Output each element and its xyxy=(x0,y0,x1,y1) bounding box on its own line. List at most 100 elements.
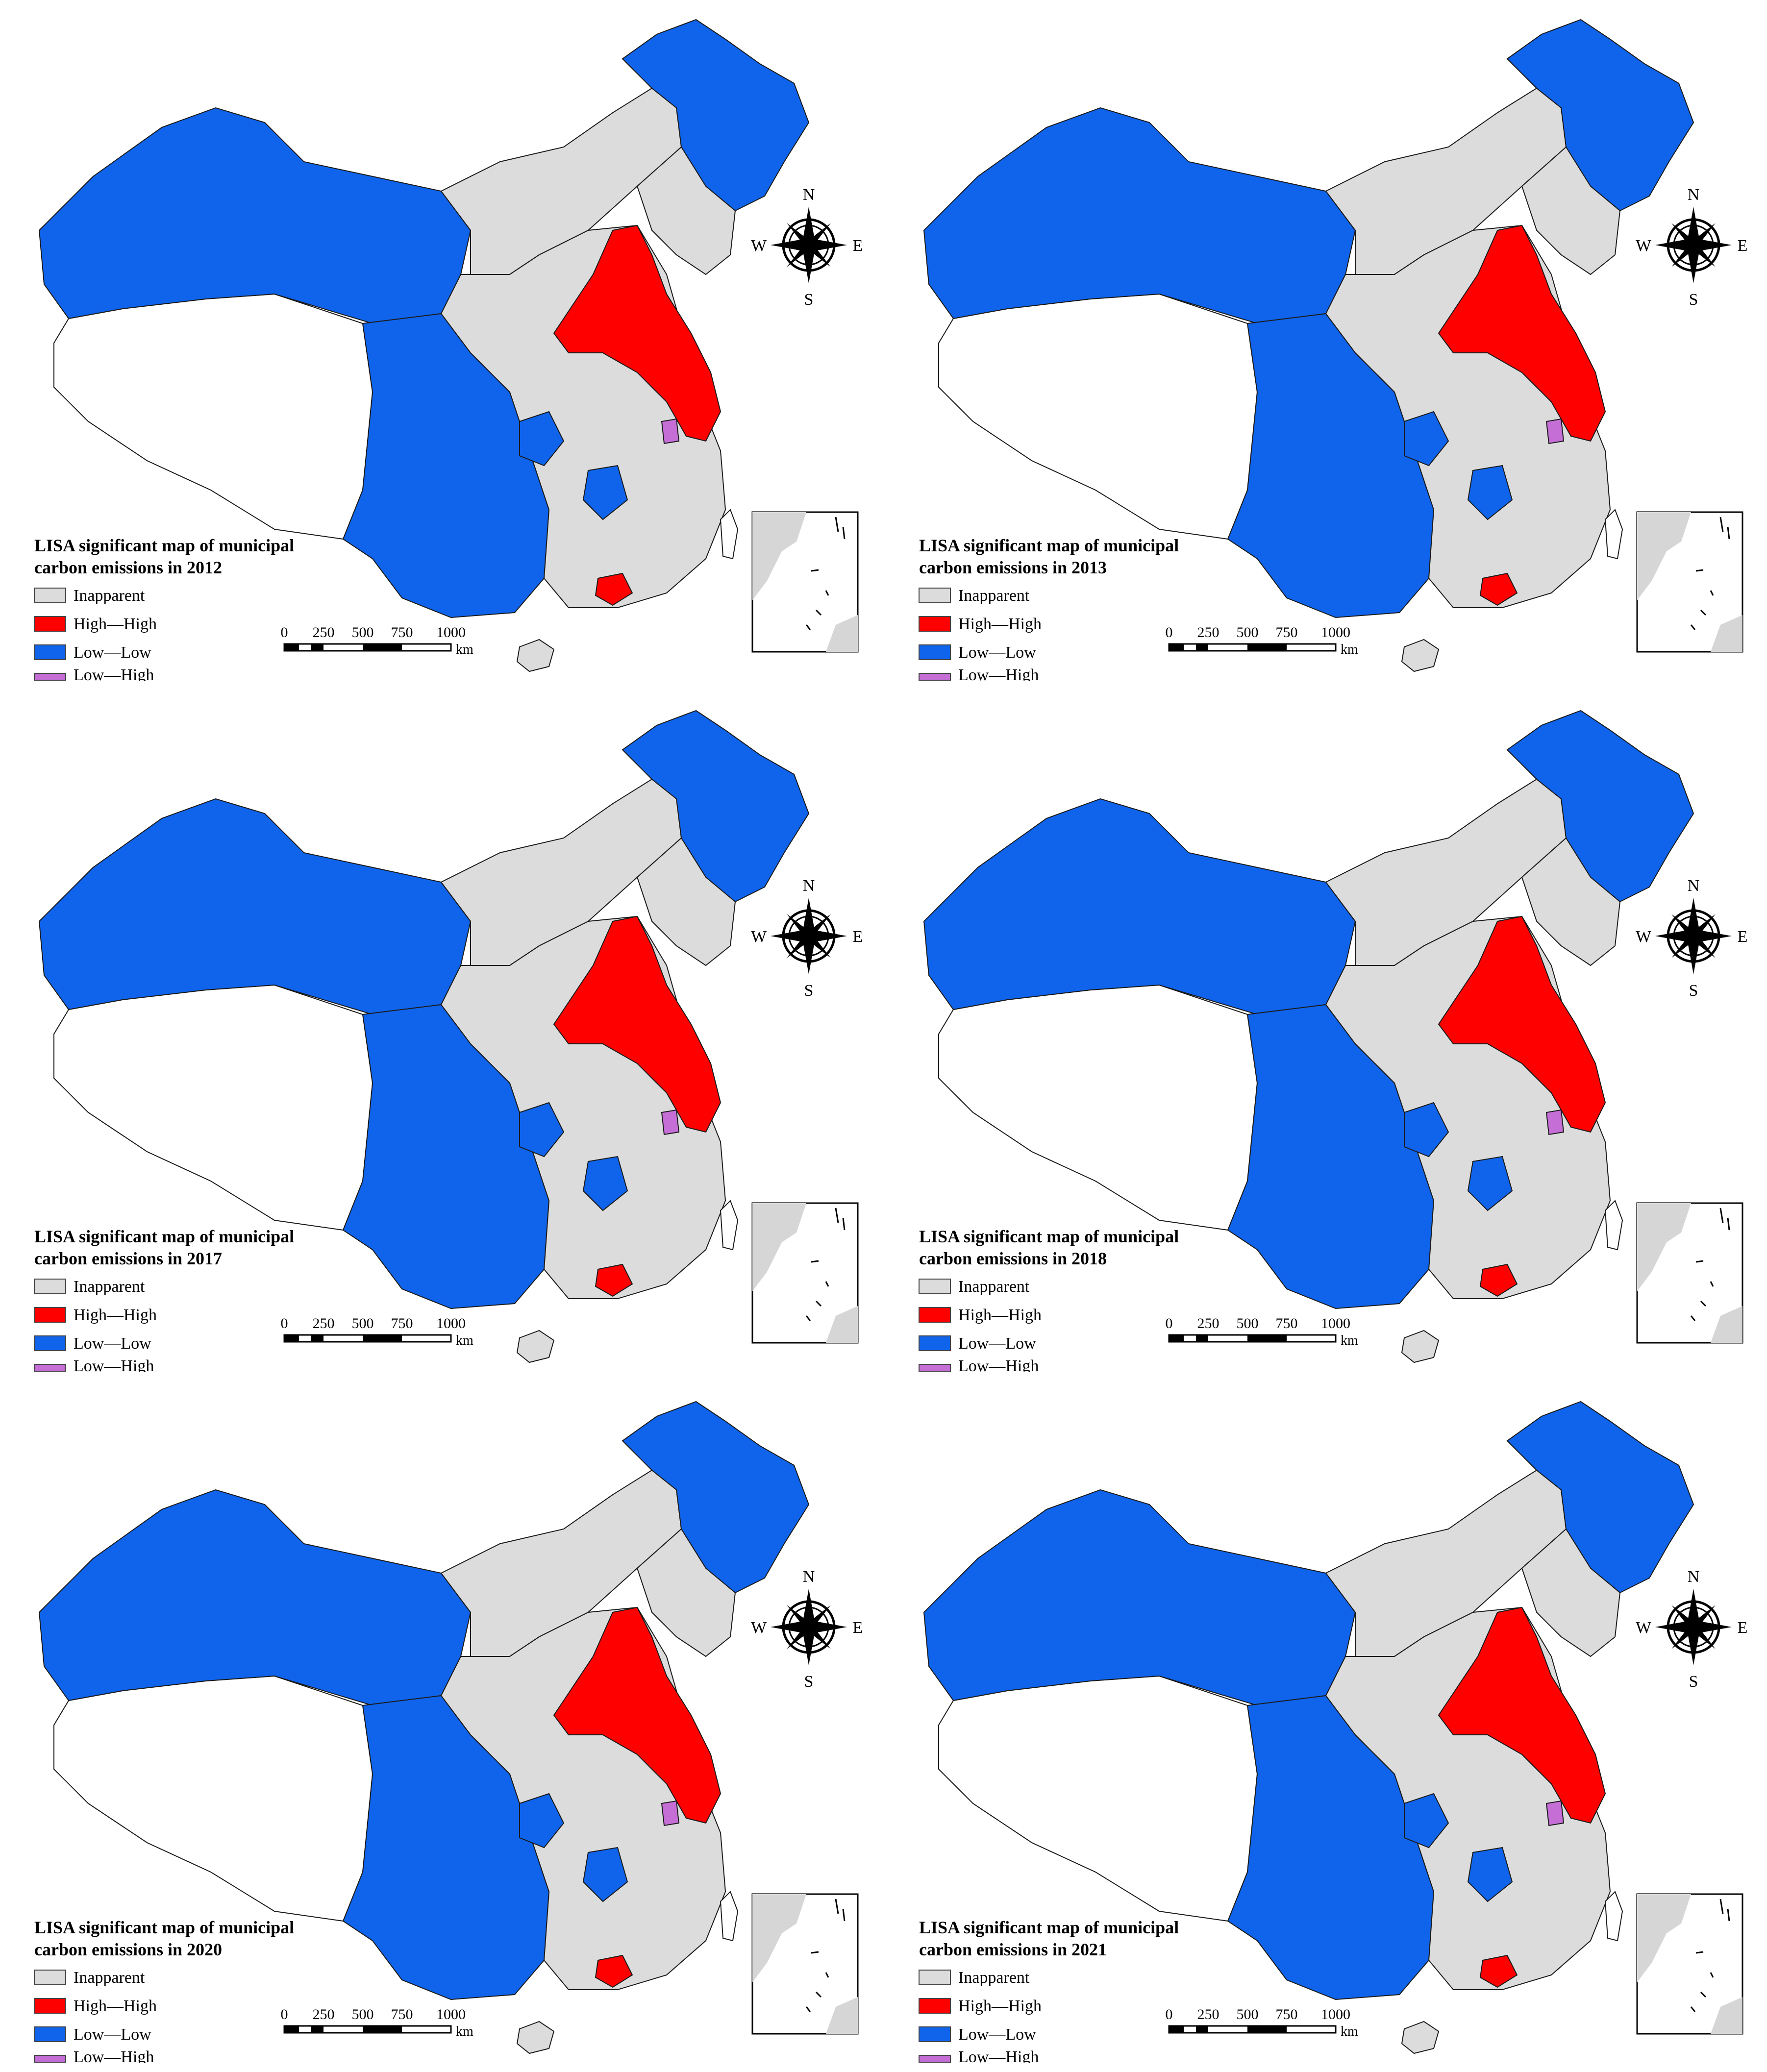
region-taiwan xyxy=(720,1891,739,1942)
region-taiwan xyxy=(720,1200,739,1251)
legend-label-inapparent: Inapparent xyxy=(958,1278,1030,1296)
legend-swatch-low-low xyxy=(919,1335,951,1351)
map-title: LISA significant map of municipal carbon… xyxy=(919,1918,1179,1959)
legend-swatch-low-high xyxy=(919,2055,951,2063)
title-line-1: LISA significant map of municipal xyxy=(919,536,1179,555)
legend-swatch-low-high xyxy=(34,673,66,681)
map-title: LISA significant map of municipal carbon… xyxy=(34,536,294,577)
compass-s: S xyxy=(1689,291,1698,309)
title-line-1: LISA significant map of municipal xyxy=(34,1918,294,1937)
legend-swatch-inapparent xyxy=(34,588,66,603)
compass-n: N xyxy=(803,877,815,895)
legend-label-inapparent: Inapparent xyxy=(74,587,145,605)
scale-tick-0: 0 xyxy=(281,1315,288,1332)
legend-label-inapparent: Inapparent xyxy=(958,587,1030,605)
region-northwest xyxy=(923,107,1356,324)
region-northeast xyxy=(1506,19,1694,212)
compass-s: S xyxy=(804,982,814,1000)
scale-unit: km xyxy=(456,1333,473,1348)
scale-tick-1000: 1000 xyxy=(436,1315,466,1332)
region-pearl-river xyxy=(595,1954,633,1988)
legend-swatch-high-high xyxy=(34,616,66,632)
legend-label-inapparent: Inapparent xyxy=(74,1969,145,1987)
scale-unit: km xyxy=(1341,642,1358,657)
title-line-1: LISA significant map of municipal xyxy=(34,536,294,555)
legend-swatch-low-low xyxy=(34,2026,66,2042)
region-liaoning xyxy=(636,837,736,966)
region-hainan xyxy=(516,639,555,672)
legend-label-high-high: High—High xyxy=(74,1306,157,1324)
legend-swatch-inapparent xyxy=(919,1279,951,1294)
region-low-high xyxy=(1545,1109,1565,1135)
scale-unit: km xyxy=(456,2024,473,2039)
region-tibet xyxy=(53,293,373,540)
scale-unit: km xyxy=(456,642,473,657)
compass-s: S xyxy=(804,1673,814,1691)
compass-w: W xyxy=(751,237,767,255)
legend-label-high-high: High—High xyxy=(958,615,1042,633)
scale-tick-0: 0 xyxy=(1166,624,1173,641)
region-northwest xyxy=(38,1489,472,1706)
compass-w: W xyxy=(751,928,767,946)
china-map xyxy=(38,710,810,1363)
legend-swatch-inapparent xyxy=(34,1279,66,1294)
scale-tick-750: 750 xyxy=(391,2006,413,2023)
scale-bar-icon: 0 250 500 750 1000 km xyxy=(281,2006,474,2039)
legend-swatch-high-high xyxy=(34,1307,66,1323)
region-central-lowlow-b xyxy=(582,1156,628,1211)
compass-n: N xyxy=(1688,186,1700,204)
south-china-sea-inset-icon xyxy=(1636,511,1743,653)
compass-w: W xyxy=(751,1619,767,1637)
scale-bar-icon: 0 250 500 750 1000 km xyxy=(1166,2006,1359,2039)
map-panel-2017: N S E W LISA significant map of municipa… xyxy=(0,691,872,1375)
scale-tick-500: 500 xyxy=(352,624,374,641)
map-panel-2013: N S E W LISA significant map of municipa… xyxy=(885,0,1757,684)
compass-w: W xyxy=(1636,1619,1652,1637)
region-taiwan xyxy=(1604,1891,1623,1942)
region-taiwan xyxy=(720,509,739,560)
region-northeast xyxy=(622,1401,810,1594)
region-central-lowlow-a xyxy=(519,411,565,467)
region-liaoning xyxy=(636,146,736,275)
region-pearl-river xyxy=(1479,1954,1518,1988)
scale-tick-1000: 1000 xyxy=(1321,624,1350,641)
scale-tick-250: 250 xyxy=(313,1315,335,1332)
legend-label-high-high: High—High xyxy=(958,1997,1042,2015)
south-china-sea-inset-icon xyxy=(751,1893,859,2035)
region-pearl-river xyxy=(1479,572,1518,606)
region-north-china-plain xyxy=(1438,915,1606,1133)
compass-rose-icon: N S E W xyxy=(1636,186,1747,309)
legend-label-low-high: Low—High xyxy=(958,1357,1039,1372)
region-hainan xyxy=(516,2021,555,2054)
region-tibet xyxy=(938,1675,1258,1922)
title-line-1: LISA significant map of municipal xyxy=(34,1227,294,1246)
region-northwest xyxy=(923,1489,1356,1706)
title-line-2: carbon emissions in 2012 xyxy=(34,558,222,577)
region-central-lowlow-b xyxy=(582,1847,628,1902)
legend-swatch-low-high xyxy=(919,673,951,681)
legend-label-high-high: High—High xyxy=(958,1306,1042,1324)
title-line-1: LISA significant map of municipal xyxy=(919,1918,1179,1937)
scale-unit: km xyxy=(1341,1333,1358,1348)
scale-tick-750: 750 xyxy=(391,1315,413,1332)
region-north-china-plain xyxy=(1438,1606,1606,1824)
legend-label-low-high: Low—High xyxy=(74,1357,154,1372)
scale-tick-0: 0 xyxy=(1166,1315,1173,1332)
legend-swatch-low-high xyxy=(34,1364,66,1372)
map-panel-svg: N S E W LISA significant map of municipa… xyxy=(34,1401,863,2066)
compass-n: N xyxy=(803,1568,815,1586)
map-title: LISA significant map of municipal carbon… xyxy=(919,1227,1179,1268)
south-china-sea-inset-icon xyxy=(751,511,859,653)
region-central-lowlow-a xyxy=(519,1102,565,1158)
region-hainan xyxy=(1401,639,1440,672)
china-map xyxy=(38,19,810,672)
compass-e: E xyxy=(853,928,863,946)
region-taiwan xyxy=(1604,509,1623,560)
legend-label-low-high: Low—High xyxy=(74,2048,154,2063)
legend-label-low-high: Low—High xyxy=(74,666,154,681)
region-tibet xyxy=(938,293,1258,540)
scale-tick-0: 0 xyxy=(1166,2006,1173,2023)
legend-swatch-high-high xyxy=(919,616,951,632)
map-panel-svg: N S E W LISA significant map of municipa… xyxy=(919,1401,1747,2066)
